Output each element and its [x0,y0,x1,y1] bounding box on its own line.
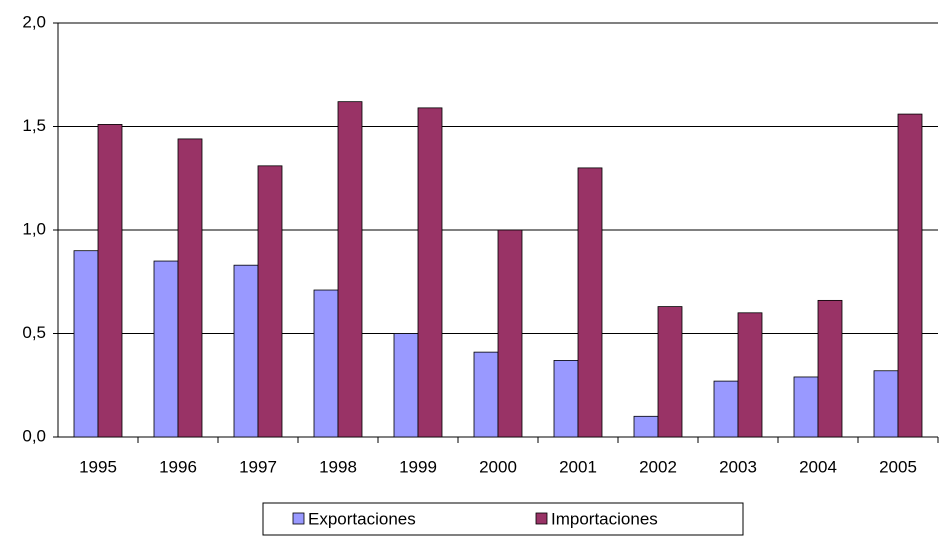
x-tick-label: 1999 [399,457,437,476]
legend-swatch [535,512,548,525]
bar [257,165,283,438]
bar [177,138,203,438]
bar [577,167,603,438]
bar [897,113,923,438]
legend-label: Exportaciones [308,509,416,528]
legend-label: Importaciones [551,509,658,528]
bar [793,376,819,438]
x-tick-label: 2003 [719,457,757,476]
bar [337,101,363,438]
bar [473,351,499,438]
bar [233,264,259,438]
bar [817,299,843,438]
legend-box [262,502,744,536]
legend-swatch [292,512,305,525]
bar [657,306,683,438]
y-tick-label: 0,5 [22,323,46,342]
bar [737,312,763,438]
x-tick-label: 2004 [799,457,837,476]
bar [553,360,579,438]
x-tick-label: 1995 [79,457,117,476]
x-tick-label: 2001 [559,457,597,476]
x-tick-label: 2002 [639,457,677,476]
x-tick-label: 2000 [479,457,517,476]
x-tick-label: 2005 [879,457,917,476]
bar [497,229,523,438]
bar [633,415,659,438]
x-tick-label: 1996 [159,457,197,476]
bar [313,289,339,438]
y-tick-label: 1,0 [22,219,46,238]
y-tick-label: 2,0 [22,12,46,31]
bar [873,370,899,438]
bar [393,333,419,438]
y-tick-label: 1,5 [22,116,46,135]
y-tick-label: 0,0 [22,426,46,445]
x-tick-label: 1997 [239,457,277,476]
bar [417,107,443,438]
bar [713,380,739,438]
x-tick-label: 1998 [319,457,357,476]
bar [73,250,99,438]
bar [97,124,123,438]
bar [153,260,179,438]
